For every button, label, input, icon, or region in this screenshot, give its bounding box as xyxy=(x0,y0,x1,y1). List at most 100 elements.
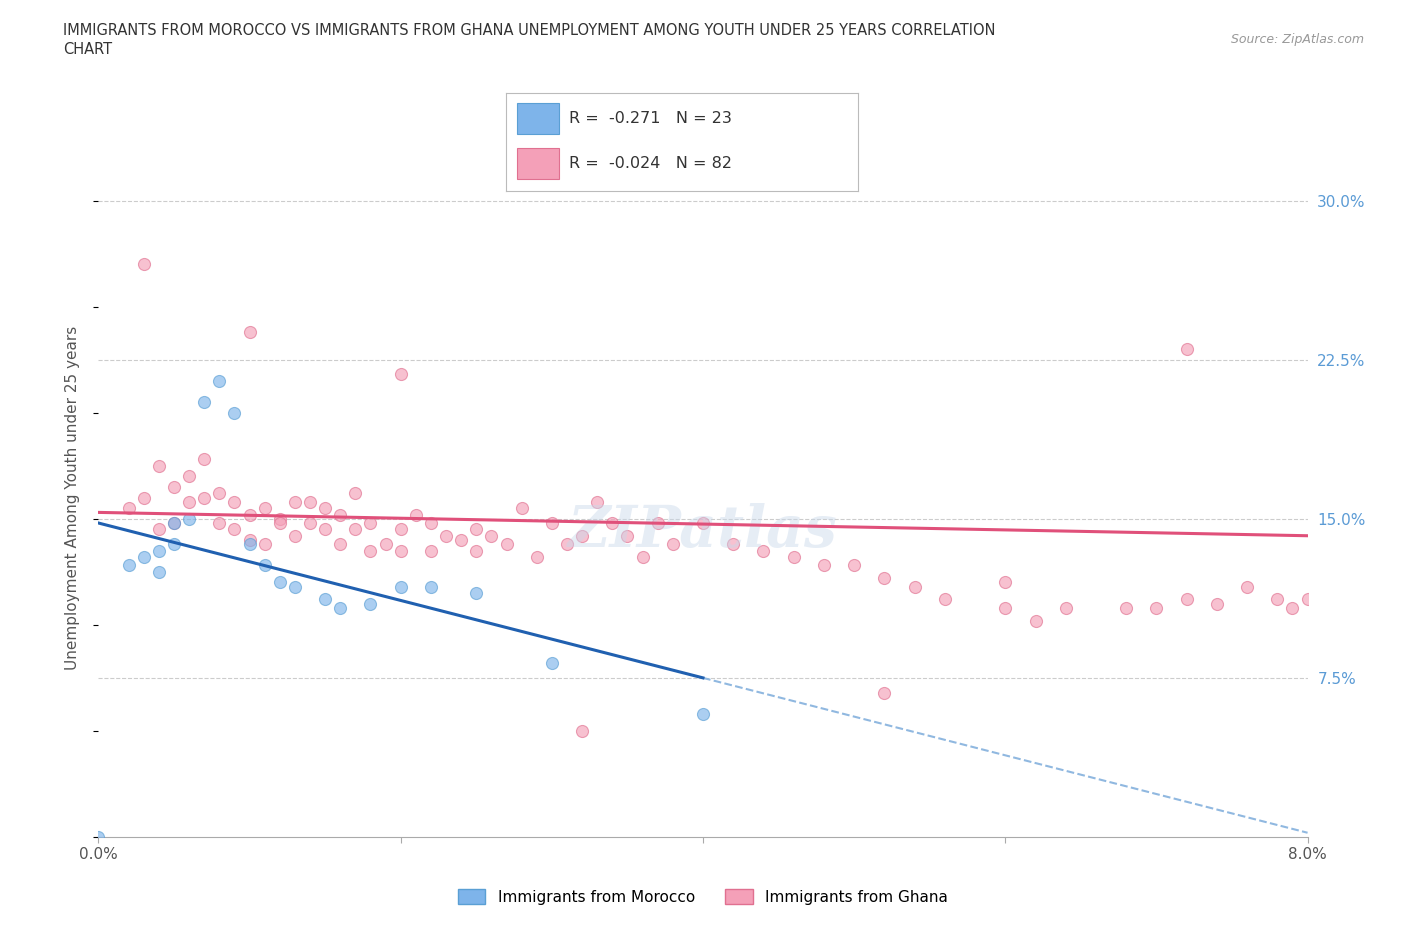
Point xyxy=(269,515,291,530)
Point xyxy=(616,528,638,543)
Point xyxy=(1281,601,1303,616)
Point xyxy=(1115,601,1137,616)
Point xyxy=(118,558,141,573)
Point xyxy=(239,533,262,548)
Point xyxy=(1236,579,1258,594)
Text: ZIPatlas: ZIPatlas xyxy=(568,503,838,560)
Point xyxy=(208,374,231,389)
Point xyxy=(163,480,186,495)
Point xyxy=(344,522,367,537)
Point xyxy=(934,592,956,607)
Point xyxy=(284,495,307,510)
Point xyxy=(148,565,170,579)
Point xyxy=(692,515,714,530)
Point xyxy=(118,500,141,515)
Point xyxy=(299,495,322,510)
Point xyxy=(434,528,457,543)
Text: IMMIGRANTS FROM MOROCCO VS IMMIGRANTS FROM GHANA UNEMPLOYMENT AMONG YOUTH UNDER : IMMIGRANTS FROM MOROCCO VS IMMIGRANTS FR… xyxy=(63,23,995,38)
Point xyxy=(132,257,155,272)
Point xyxy=(193,394,215,409)
Point xyxy=(314,592,336,607)
Point xyxy=(284,579,307,594)
Point xyxy=(602,515,624,530)
Point xyxy=(1025,613,1047,628)
Point xyxy=(1146,601,1168,616)
Point xyxy=(389,522,412,537)
Point xyxy=(662,537,685,551)
Point xyxy=(510,500,533,515)
Legend: Immigrants from Morocco, Immigrants from Ghana: Immigrants from Morocco, Immigrants from… xyxy=(451,883,955,910)
Point xyxy=(541,515,564,530)
Point xyxy=(179,512,201,526)
Point xyxy=(360,596,382,611)
Bar xyxy=(517,103,558,134)
Point xyxy=(132,490,155,505)
Point xyxy=(360,543,382,558)
Point xyxy=(224,495,246,510)
Point xyxy=(253,558,276,573)
Point xyxy=(253,500,276,515)
Point xyxy=(314,522,336,537)
Point xyxy=(555,537,578,551)
Point xyxy=(163,515,186,530)
Point xyxy=(269,575,291,590)
Point xyxy=(904,579,927,594)
Point xyxy=(844,558,866,573)
Point xyxy=(1296,592,1319,607)
Point xyxy=(329,537,352,551)
Point xyxy=(148,522,170,537)
Point xyxy=(224,522,246,537)
Point xyxy=(541,656,564,671)
Point xyxy=(405,507,427,522)
Point xyxy=(465,522,488,537)
Point xyxy=(299,515,322,530)
Text: R =  -0.271   N = 23: R = -0.271 N = 23 xyxy=(569,111,733,126)
Point xyxy=(692,707,714,722)
Point xyxy=(314,500,336,515)
Point xyxy=(752,543,775,558)
Point xyxy=(208,485,231,500)
Point xyxy=(239,325,262,339)
Point xyxy=(1267,592,1289,607)
Point xyxy=(284,528,307,543)
Point xyxy=(586,495,609,510)
Point xyxy=(723,537,745,551)
Point xyxy=(179,469,201,484)
Point xyxy=(389,367,412,382)
Point xyxy=(163,537,186,551)
Point xyxy=(193,452,215,467)
Point xyxy=(269,512,291,526)
Point xyxy=(783,550,806,565)
Point xyxy=(465,586,488,601)
Point xyxy=(193,490,215,505)
Point xyxy=(344,485,367,500)
Point xyxy=(253,537,276,551)
Point xyxy=(873,571,896,586)
Point xyxy=(132,550,155,565)
Point xyxy=(148,458,170,473)
Point xyxy=(450,533,472,548)
Bar xyxy=(517,148,558,179)
Point xyxy=(1054,601,1077,616)
Point xyxy=(148,543,170,558)
Text: CHART: CHART xyxy=(63,42,112,57)
Point xyxy=(239,537,262,551)
Point xyxy=(873,685,896,700)
Point xyxy=(329,601,352,616)
Point xyxy=(994,601,1017,616)
Point xyxy=(360,515,382,530)
Point xyxy=(526,550,548,565)
Point xyxy=(631,550,654,565)
Point xyxy=(208,515,231,530)
Point xyxy=(420,579,443,594)
Point xyxy=(87,830,110,844)
Text: R =  -0.024   N = 82: R = -0.024 N = 82 xyxy=(569,156,733,171)
Point xyxy=(163,515,186,530)
Point xyxy=(1206,596,1229,611)
Point xyxy=(1175,592,1198,607)
Point xyxy=(813,558,835,573)
Point xyxy=(374,537,396,551)
Point xyxy=(495,537,517,551)
Point xyxy=(481,528,503,543)
Point xyxy=(1175,341,1198,356)
